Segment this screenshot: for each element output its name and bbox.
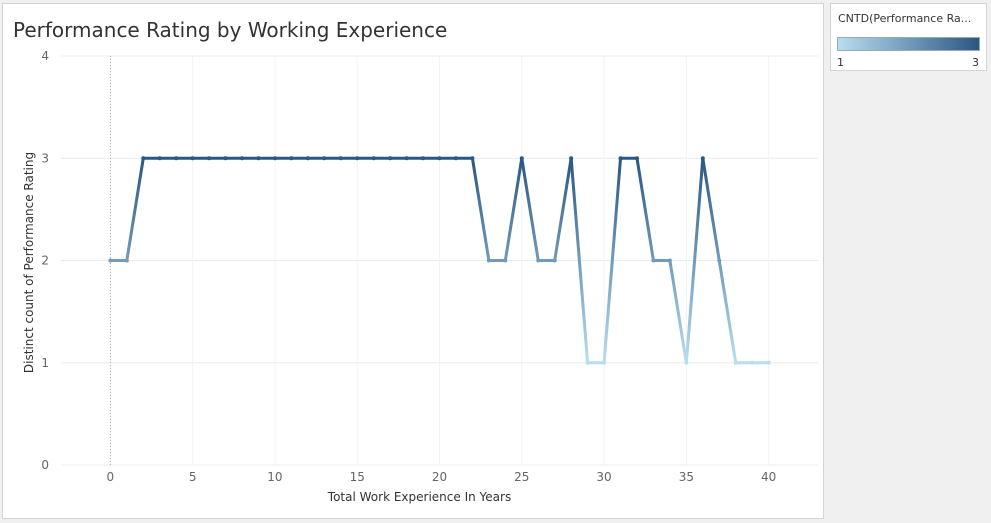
data-point[interactable] — [503, 258, 508, 263]
data-point[interactable] — [108, 258, 113, 263]
line-segment[interactable] — [717, 259, 738, 365]
data-point[interactable] — [733, 360, 738, 365]
x-tick-label: 10 — [267, 470, 282, 484]
data-point[interactable] — [256, 156, 261, 161]
chart-panel: Performance Rating by Working Experience… — [2, 3, 824, 519]
data-point[interactable] — [684, 360, 689, 365]
legend-title: CNTD(Performance Ra... — [838, 12, 972, 25]
line-segment[interactable] — [503, 156, 524, 262]
data-point[interactable] — [157, 156, 162, 161]
data-series — [108, 156, 771, 365]
y-tick-label: 3 — [41, 151, 49, 165]
data-point[interactable] — [700, 156, 705, 161]
data-point[interactable] — [470, 156, 475, 161]
data-point[interactable] — [552, 258, 557, 263]
data-point[interactable] — [453, 156, 458, 161]
y-tick-label: 2 — [41, 254, 49, 268]
x-tick-label: 15 — [350, 470, 365, 484]
legend-color-ramp — [837, 37, 980, 51]
x-tick-label: 30 — [596, 470, 611, 484]
x-tick-label: 25 — [514, 470, 529, 484]
data-point[interactable] — [766, 360, 771, 365]
data-point[interactable] — [519, 156, 524, 161]
data-point[interactable] — [141, 156, 146, 161]
data-point[interactable] — [602, 360, 607, 365]
legend-max-label: 3 — [972, 56, 979, 69]
data-point[interactable] — [651, 258, 656, 263]
line-segment[interactable] — [569, 156, 590, 365]
chart-title: Performance Rating by Working Experience — [13, 18, 448, 42]
line-segment[interactable] — [635, 156, 655, 262]
x-tick-label: 35 — [679, 470, 694, 484]
data-point[interactable] — [585, 360, 590, 365]
color-legend[interactable]: CNTD(Performance Ra... 1 3 — [830, 3, 987, 71]
data-point[interactable] — [486, 258, 491, 263]
data-point[interactable] — [667, 258, 672, 263]
data-point[interactable] — [355, 156, 360, 161]
data-point[interactable] — [174, 156, 179, 161]
line-segment[interactable] — [668, 259, 688, 365]
line-segment[interactable] — [470, 156, 491, 262]
data-point[interactable] — [536, 258, 541, 263]
data-point[interactable] — [421, 156, 426, 161]
y-tick-label: 4 — [41, 49, 49, 63]
data-point[interactable] — [190, 156, 195, 161]
data-point[interactable] — [207, 156, 212, 161]
data-point[interactable] — [437, 156, 442, 161]
data-point[interactable] — [404, 156, 409, 161]
data-point[interactable] — [338, 156, 343, 161]
data-point[interactable] — [717, 258, 722, 263]
data-point[interactable] — [569, 156, 574, 161]
line-segment[interactable] — [520, 156, 540, 262]
data-point[interactable] — [750, 360, 755, 365]
x-tick-label: 5 — [189, 470, 197, 484]
axis-ticks: 0 5 10 15 20 25 30 35 40 0 1 2 3 4 — [41, 49, 776, 484]
line-segment[interactable] — [602, 156, 623, 365]
data-point[interactable] — [618, 156, 623, 161]
x-axis-title: Total Work Experience In Years — [327, 490, 511, 504]
data-point[interactable] — [223, 156, 228, 161]
line-segment[interactable] — [553, 156, 573, 262]
line-segment[interactable] — [701, 156, 721, 262]
line-segment[interactable] — [684, 156, 705, 365]
y-tick-label: 1 — [41, 356, 49, 370]
data-point[interactable] — [272, 156, 277, 161]
data-point[interactable] — [388, 156, 393, 161]
grid-lines — [61, 55, 818, 466]
line-chart: 0 5 10 15 20 25 30 35 40 0 1 2 3 4 Total Work Experie… — [22, 49, 818, 504]
data-point[interactable] — [124, 258, 129, 263]
line-segment[interactable] — [125, 156, 145, 262]
data-point[interactable] — [634, 156, 639, 161]
data-point[interactable] — [289, 156, 294, 161]
y-tick-label: 0 — [41, 458, 49, 472]
data-point[interactable] — [371, 156, 376, 161]
data-point[interactable] — [240, 156, 245, 161]
legend-min-label: 1 — [837, 56, 844, 69]
y-axis-title: Distinct count of Performance Rating — [22, 152, 36, 373]
data-point[interactable] — [322, 156, 327, 161]
x-tick-label: 20 — [432, 470, 447, 484]
x-tick-label: 0 — [107, 470, 115, 484]
data-point[interactable] — [305, 156, 310, 161]
x-tick-label: 40 — [761, 470, 776, 484]
